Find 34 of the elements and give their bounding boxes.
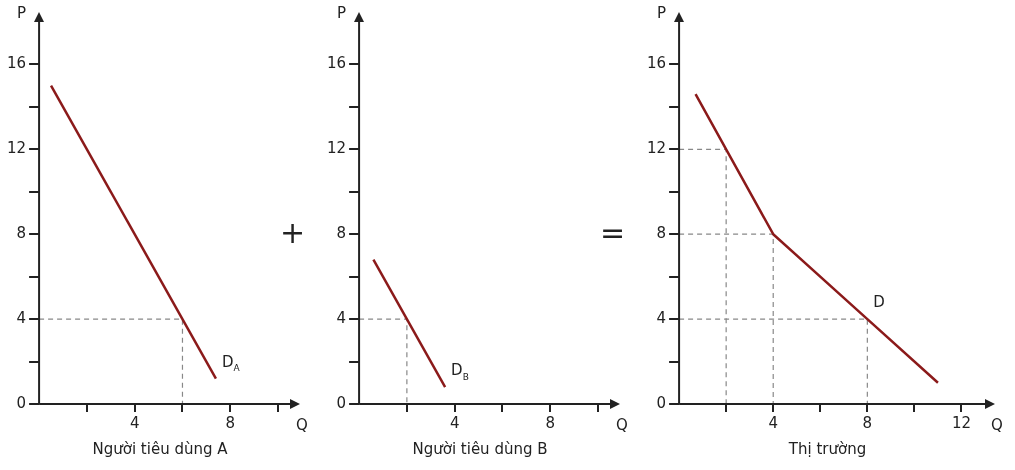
annotation: D [873,293,885,312]
y-tick-label: 12 [646,139,667,158]
y-tick-label: 0 [336,393,347,412]
y-tick-label: 4 [16,309,27,327]
annotation: = [600,215,626,250]
y-tick-label: 0 [656,393,667,412]
y-axis-title: P [657,4,667,22]
x-tick-label: 8 [862,413,873,432]
x-tick-label: 4 [129,413,140,432]
y-tick-label: 8 [336,224,347,243]
x-tick-label: 4 [449,413,460,432]
x-axis-title: Q [991,416,1003,434]
text: Thị trường [787,440,868,458]
y-tick-label: 16 [6,54,27,73]
y-tick-label: 12 [6,139,27,158]
y-tick-label: 8 [16,224,27,243]
y-tick-label: 16 [646,54,667,73]
y-tick-label: 4 [656,309,667,327]
x-tick-label: 8 [545,413,556,432]
y-tick-label: 0 [16,393,27,412]
annotation: + [280,215,306,250]
y-axis-title: P [17,4,27,22]
text: Người tiêu dùng A [91,440,229,458]
y-tick-label: 12 [326,139,347,158]
y-tick-label: 8 [656,224,667,243]
text: Người tiêu dùng B [411,440,549,458]
y-tick-label: 4 [336,309,347,327]
x-tick-label: 4 [768,413,778,432]
x-tick-label: 12 [951,413,972,432]
y-tick-label: 16 [326,54,347,73]
x-axis-title: Q [296,416,308,434]
x-tick-label: 8 [225,413,236,432]
x-axis-title: Q [616,416,628,434]
y-axis-title: P [337,4,347,22]
